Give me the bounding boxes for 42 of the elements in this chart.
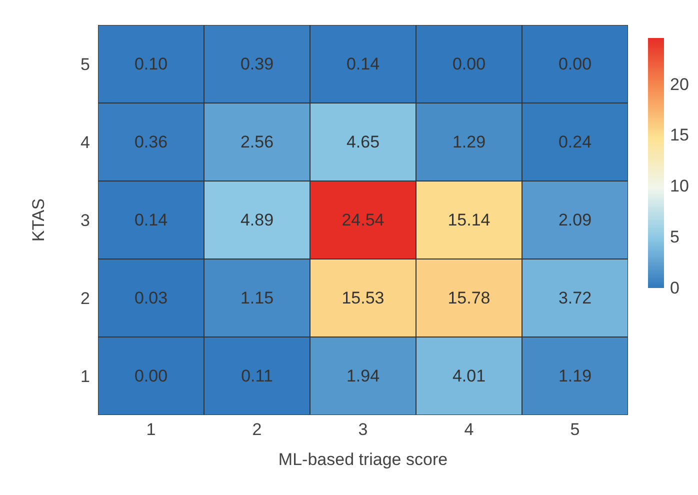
data-label: 1.19 xyxy=(558,366,592,386)
color-bar-label: 10 xyxy=(670,176,689,196)
data-label: 0.24 xyxy=(558,132,592,152)
x-axis-title: ML-based triage score xyxy=(278,450,448,469)
data-label: 3.72 xyxy=(558,288,592,308)
data-label: 15.53 xyxy=(342,288,384,308)
y-axis-title: KTAS xyxy=(29,198,48,242)
data-label: 15.14 xyxy=(448,210,490,230)
data-label: 0.00 xyxy=(452,54,486,74)
data-label: 0.14 xyxy=(134,210,168,230)
color-bar-label: 15 xyxy=(670,126,689,145)
data-label: 4.01 xyxy=(452,366,486,386)
x-tick-label: 4 xyxy=(464,420,474,440)
data-label: 4.65 xyxy=(346,132,380,152)
data-label: 0.10 xyxy=(134,54,168,74)
data-label: 2.56 xyxy=(240,132,274,152)
x-tick-label: 2 xyxy=(252,420,262,440)
data-label: 2.09 xyxy=(558,210,592,230)
data-label: 1.94 xyxy=(346,366,380,386)
data-label: 4.89 xyxy=(240,210,274,230)
x-tick-label: 3 xyxy=(358,420,368,440)
data-label: 1.15 xyxy=(240,288,274,308)
color-bar-label: 5 xyxy=(670,228,680,247)
data-label: 0.03 xyxy=(134,288,168,308)
x-tick-label: 1 xyxy=(146,420,156,440)
data-label: 24.54 xyxy=(342,210,384,230)
data-label: 0.39 xyxy=(240,54,274,74)
y-tick-label: 3 xyxy=(80,211,90,230)
color-bar-label: 0 xyxy=(670,278,680,298)
x-tick-label: 5 xyxy=(570,420,580,440)
data-label: 1.29 xyxy=(452,132,486,152)
y-tick-label: 5 xyxy=(80,55,90,74)
data-label: 0.36 xyxy=(134,132,168,152)
data-label: 0.11 xyxy=(241,366,273,386)
data-label: 0.14 xyxy=(346,54,380,74)
y-tick-label: 1 xyxy=(80,367,90,386)
y-tick-label: 4 xyxy=(80,133,90,152)
data-label: 0.00 xyxy=(558,54,592,74)
color-bar-label: 20 xyxy=(670,74,689,94)
data-label: 15.78 xyxy=(448,288,490,308)
y-tick-label: 2 xyxy=(80,289,90,308)
data-label: 0.00 xyxy=(134,366,168,386)
